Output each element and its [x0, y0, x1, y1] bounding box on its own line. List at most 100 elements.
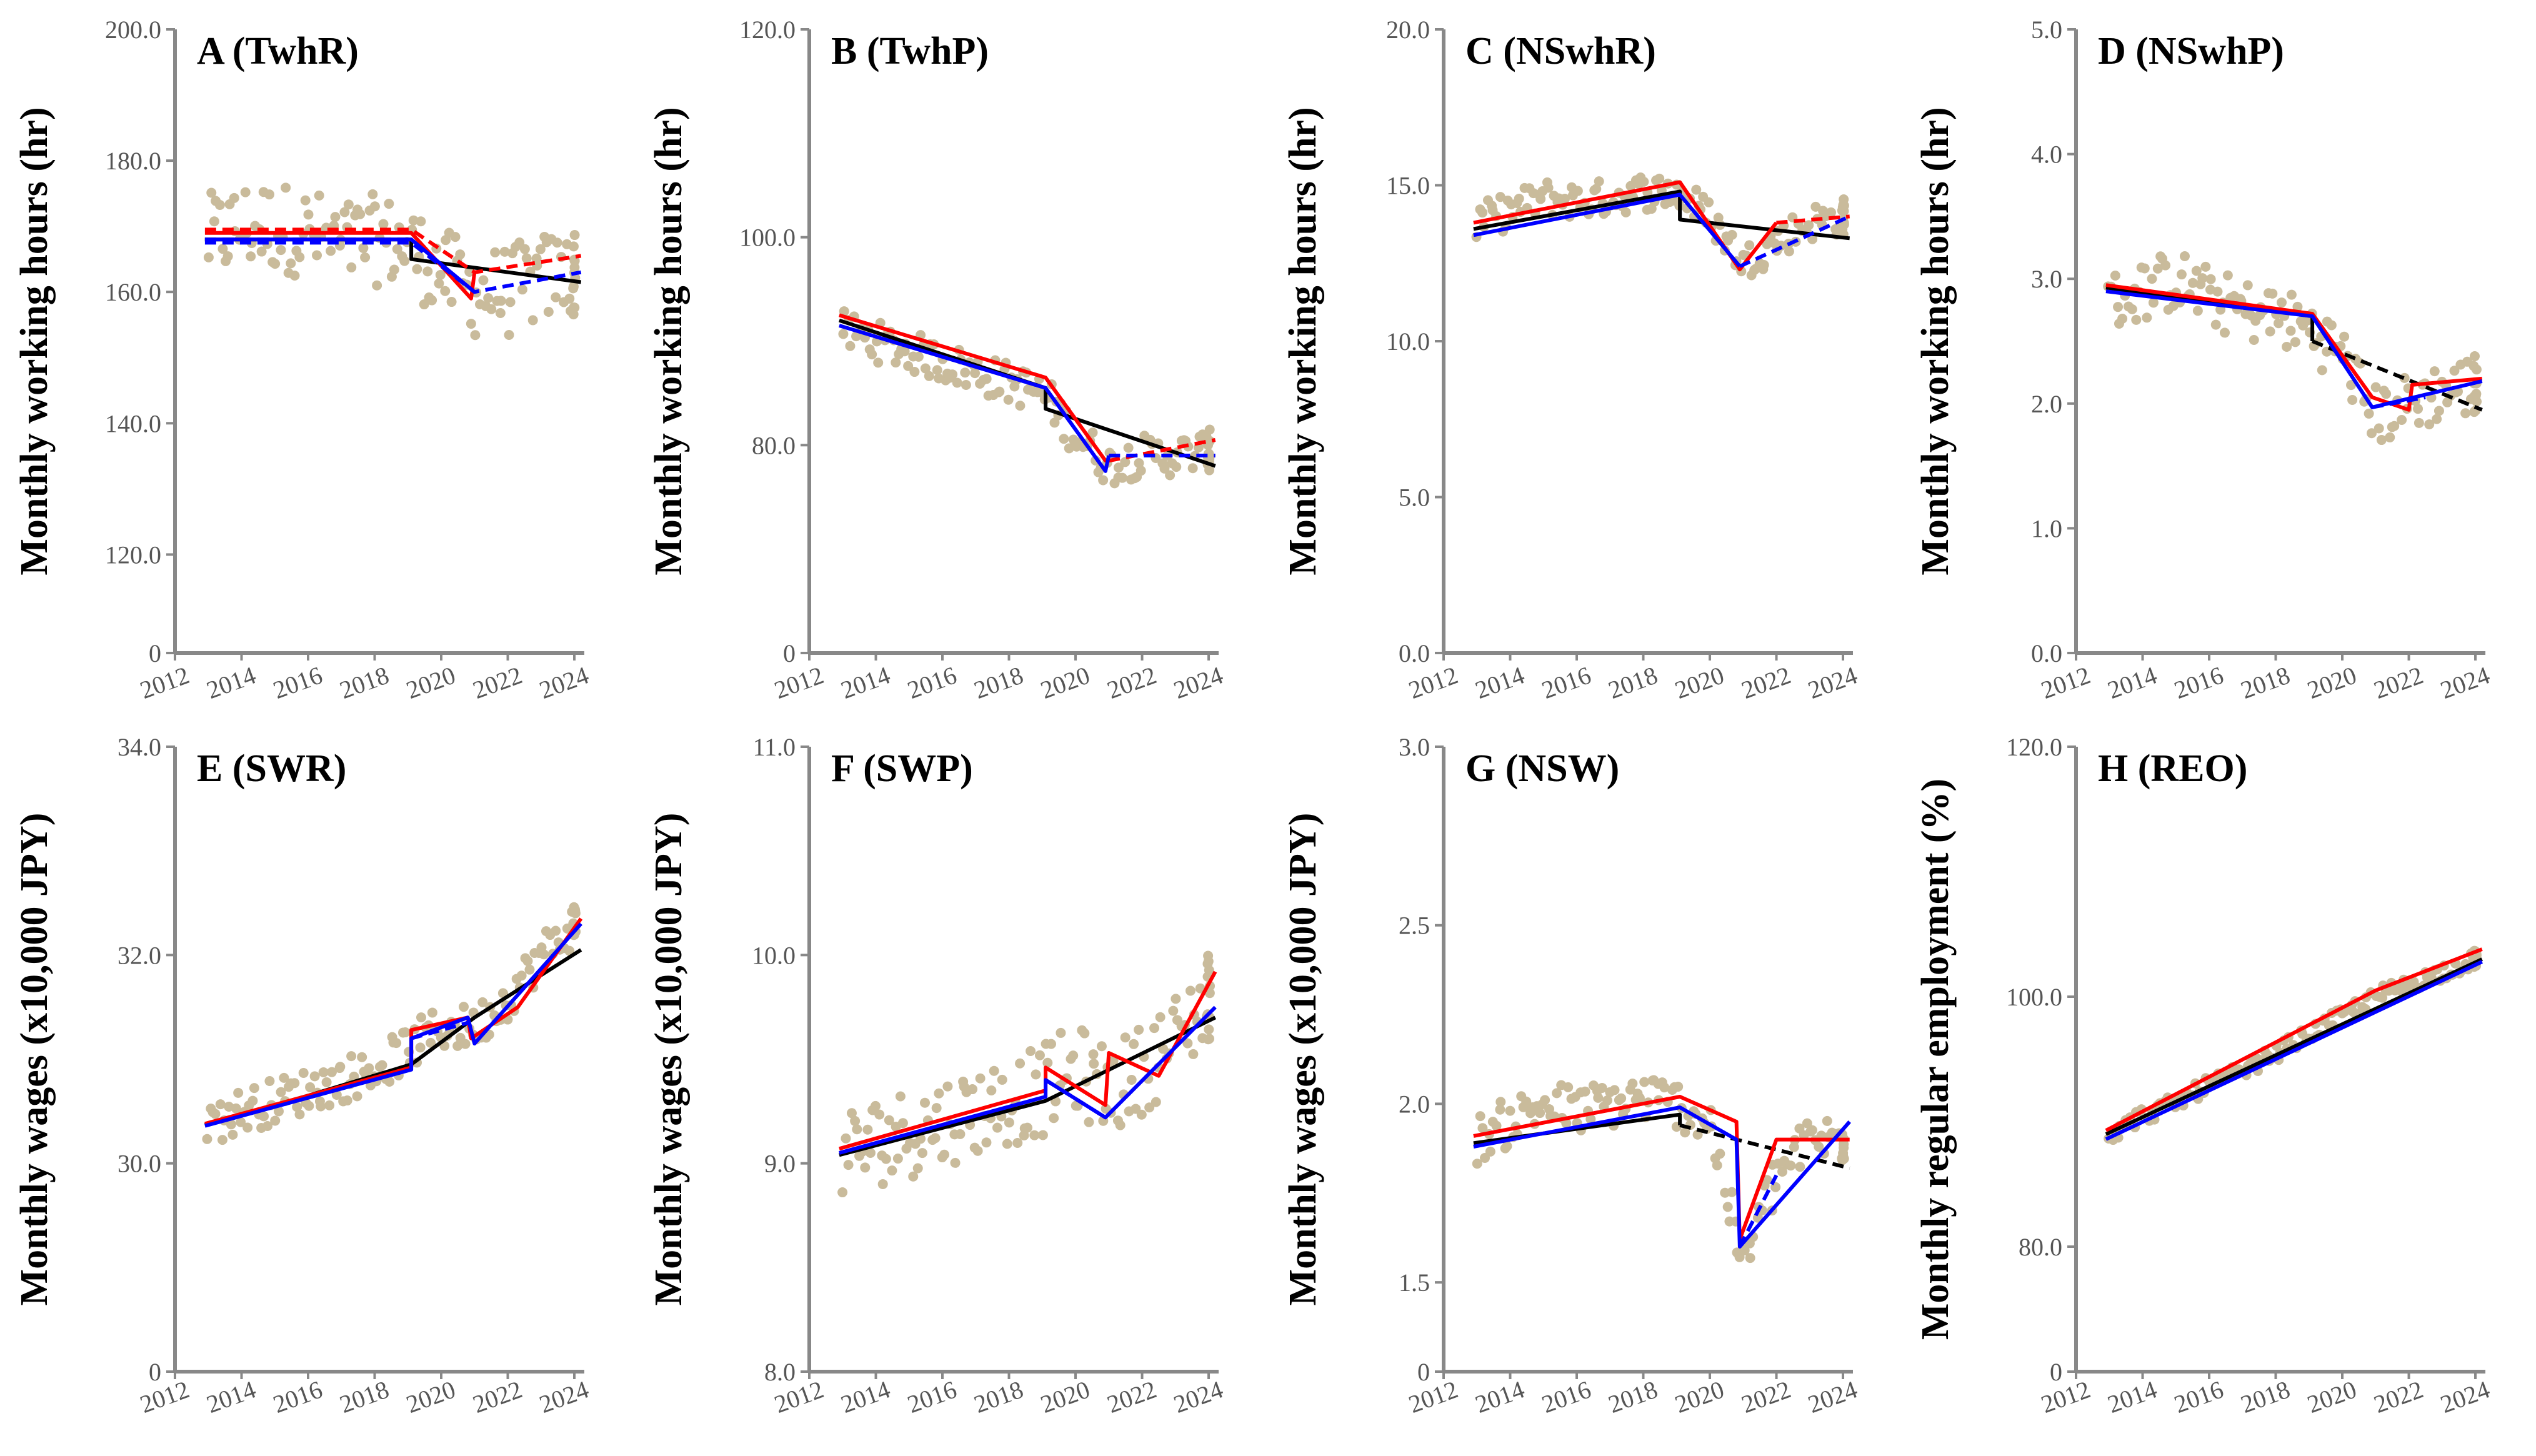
- data-point: [1594, 176, 1604, 187]
- data-point: [309, 1071, 320, 1082]
- data-point: [1096, 1041, 1107, 1052]
- data-point: [1593, 1092, 1604, 1103]
- panel-6: Monthly wages (x10,000 JPY) 0 1.5 2.0 2.5 3.0…: [1282, 733, 1861, 1419]
- data-point: [1182, 1038, 1193, 1049]
- data-point: [270, 1115, 281, 1126]
- x-tick-label: 2020: [402, 1375, 459, 1419]
- data-point: [1654, 173, 1665, 184]
- data-point: [357, 1052, 367, 1062]
- series-line-blue-dashed: [1738, 1174, 1779, 1248]
- data-point: [2197, 273, 2208, 284]
- data-point: [931, 1103, 942, 1114]
- data-point: [256, 246, 267, 257]
- data-point: [892, 1154, 903, 1164]
- data-point: [262, 1120, 273, 1131]
- data-point: [1804, 220, 1814, 231]
- data-point: [2285, 326, 2296, 336]
- data-point: [1659, 1082, 1670, 1093]
- data-point: [346, 1051, 357, 1062]
- data-point: [289, 271, 300, 281]
- data-point: [2200, 261, 2211, 272]
- data-point: [466, 319, 476, 329]
- data-point: [870, 1100, 881, 1111]
- data-point: [1064, 443, 1074, 454]
- scatter-points: [2103, 251, 2482, 446]
- data-point: [210, 1109, 221, 1119]
- data-point: [1802, 1118, 1812, 1129]
- data-point: [850, 1115, 861, 1126]
- y-tick-label: 32.0: [117, 941, 161, 969]
- data-point: [422, 266, 433, 277]
- data-point: [568, 283, 579, 294]
- series-line-blue-dashed: [1044, 1078, 1107, 1119]
- data-point: [227, 1129, 238, 1140]
- data-point: [1591, 184, 1602, 194]
- y-tick-label: 0: [1417, 1358, 1430, 1386]
- data-point: [867, 349, 877, 360]
- data-point: [2176, 269, 2187, 280]
- data-point: [1113, 462, 1124, 473]
- data-point: [1042, 1057, 1053, 1068]
- data-point: [298, 1068, 309, 1079]
- data-point: [326, 246, 336, 256]
- data-point: [270, 259, 281, 269]
- data-point: [539, 949, 549, 960]
- data-point: [932, 365, 942, 376]
- data-point: [2366, 428, 2377, 439]
- x-tick-label: 2022: [469, 661, 526, 704]
- series-line-blue-dashed: [411, 1020, 469, 1040]
- data-point: [1715, 1149, 1725, 1159]
- data-point: [2127, 304, 2137, 314]
- data-point: [2212, 286, 2223, 297]
- data-point: [1149, 1023, 1160, 1034]
- data-point: [1187, 463, 1198, 474]
- data-point: [913, 351, 924, 362]
- data-point: [2413, 404, 2424, 414]
- x-tick-label: 2024: [1170, 661, 1227, 704]
- data-point: [2302, 315, 2312, 326]
- data-point: [961, 379, 971, 390]
- x-tick-label: 2018: [2237, 1375, 2294, 1419]
- data-point: [837, 1187, 848, 1198]
- data-point: [1825, 207, 1836, 217]
- data-point: [1485, 1146, 1495, 1157]
- data-point: [2347, 394, 2358, 405]
- x-tick-label: 2020: [1671, 661, 1728, 704]
- x-tick-label: 2018: [971, 1375, 1027, 1419]
- data-point: [570, 906, 581, 917]
- data-point: [377, 1060, 387, 1070]
- x-tick-label: 2020: [2304, 1375, 2360, 1419]
- data-point: [316, 1101, 326, 1112]
- data-point: [1580, 1086, 1590, 1097]
- data-point: [1046, 1039, 1056, 1049]
- scatter-points: [1471, 172, 1849, 281]
- data-point: [2222, 270, 2233, 281]
- data-point: [478, 275, 489, 286]
- data-point: [217, 1135, 227, 1145]
- data-point: [206, 187, 217, 198]
- data-point: [286, 258, 296, 269]
- y-axis-label: Monthly wages (x10,000 JPY): [647, 813, 690, 1306]
- data-point: [975, 1073, 986, 1084]
- data-point: [1003, 394, 1014, 405]
- x-tick-label: 2016: [2170, 1375, 2227, 1419]
- data-point: [1475, 1111, 1485, 1122]
- data-point: [1627, 1079, 1638, 1089]
- data-point: [843, 1160, 854, 1170]
- data-point: [1491, 1120, 1502, 1131]
- data-point: [930, 1133, 941, 1144]
- x-tick-label: 2014: [203, 1375, 260, 1419]
- data-point: [2282, 341, 2292, 352]
- series-line-black: [838, 318, 1216, 468]
- x-tick-label: 2014: [1472, 1375, 1529, 1419]
- data-point: [877, 1179, 888, 1189]
- x-tick-label: 2016: [2170, 661, 2227, 704]
- data-point: [1477, 207, 1488, 218]
- data-point: [1188, 1049, 1199, 1059]
- data-point: [459, 1002, 469, 1012]
- data-point: [1136, 466, 1146, 476]
- x-tick-label: 2022: [469, 1375, 526, 1419]
- data-point: [1822, 1115, 1832, 1126]
- x-tick-label: 2012: [136, 661, 193, 704]
- y-tick-label: 120.0: [105, 541, 161, 569]
